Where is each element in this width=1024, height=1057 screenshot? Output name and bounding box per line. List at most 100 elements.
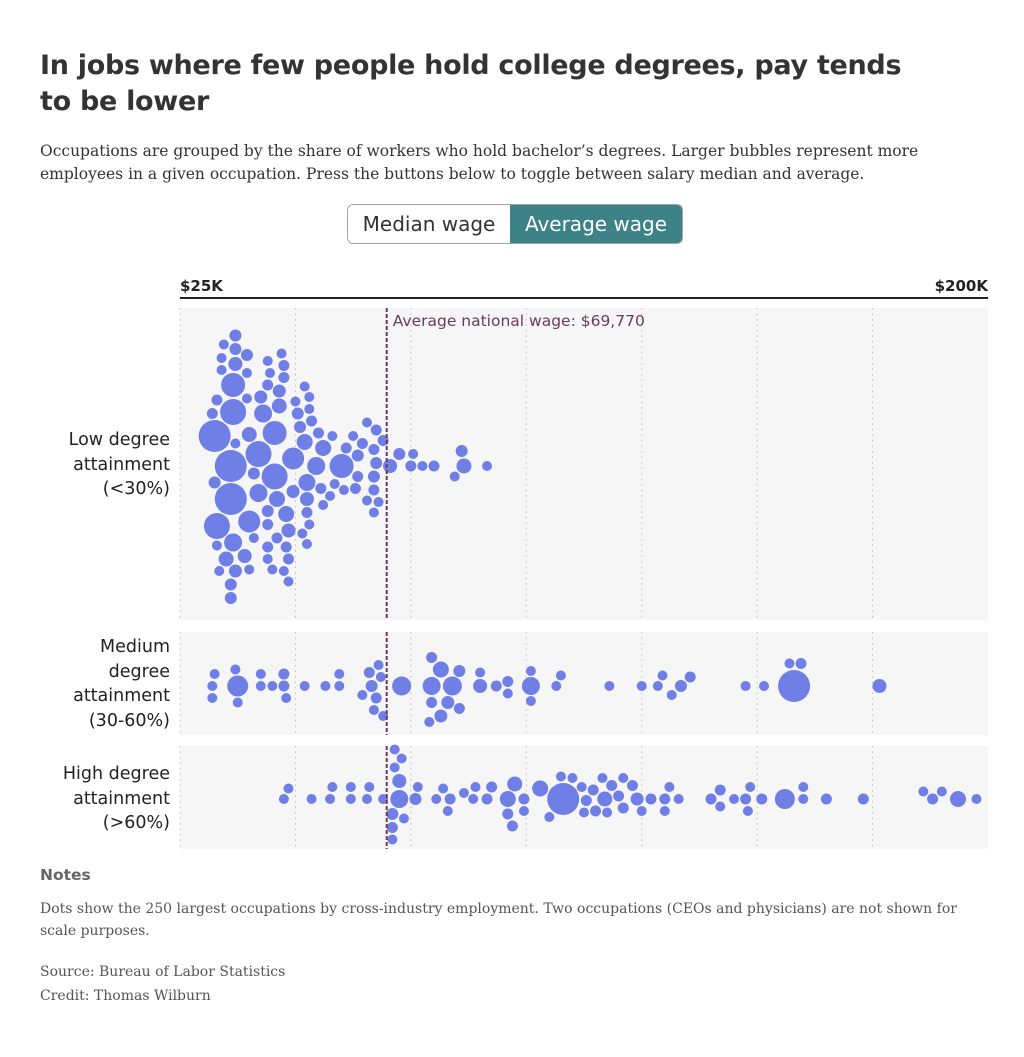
occupation-dot	[357, 690, 368, 700]
occupation-dot	[473, 679, 488, 693]
occupation-dot	[784, 658, 795, 669]
row-label-line: attainment	[73, 686, 170, 706]
occupation-dot	[363, 667, 375, 678]
notes-heading: Notes	[40, 866, 91, 884]
axis-min-label: $25K	[180, 277, 223, 295]
occupation-dot	[271, 532, 283, 544]
average-wage-button[interactable]: Average wage	[510, 205, 682, 243]
median-wage-button[interactable]: Median wage	[348, 205, 510, 243]
occupation-dot	[729, 794, 740, 804]
row-label-line: degree	[108, 661, 170, 682]
occupation-dot	[245, 441, 272, 467]
occupation-dot	[278, 566, 289, 576]
occupation-dot	[740, 681, 751, 691]
occupation-dot	[390, 790, 409, 808]
occupation-dot	[626, 780, 638, 791]
row-label-line: Low degree	[68, 430, 170, 450]
occupation-dot	[267, 564, 278, 575]
occupation-dot	[207, 693, 218, 703]
occupation-dot	[368, 507, 379, 518]
occupation-dot	[456, 458, 472, 474]
occupation-dot	[301, 539, 312, 549]
occupation-dot	[373, 660, 384, 670]
occupation-dot	[220, 399, 247, 425]
occupation-dot	[378, 794, 389, 804]
occupation-dot	[221, 373, 246, 397]
occupation-dot	[315, 483, 327, 494]
occupation-dot	[373, 497, 384, 507]
occupation-dot	[237, 549, 252, 563]
occupation-dot	[238, 510, 261, 533]
occupation-dot	[320, 681, 331, 691]
occupation-dot	[449, 471, 460, 482]
occupation-dot	[630, 792, 644, 806]
occupation-dot	[521, 677, 540, 695]
occupation-dot	[602, 807, 613, 818]
occupation-dot	[613, 790, 625, 802]
occupation-dot	[555, 670, 566, 681]
occupation-dot	[664, 782, 675, 792]
occupation-dot	[798, 782, 809, 792]
occupation-dot	[272, 384, 286, 398]
row-label-line: (<30%)	[102, 479, 170, 499]
occupation-dot	[432, 661, 449, 678]
occupation-dot	[340, 442, 352, 454]
row-label-medium: Medium degree attainment (30-60%)	[30, 635, 170, 733]
occupation-dot	[327, 782, 338, 792]
occupation-dot	[872, 679, 887, 693]
occupation-dot	[468, 794, 479, 804]
occupation-dot	[206, 408, 218, 419]
occupation-dot	[532, 780, 549, 797]
occupation-dot	[280, 541, 292, 553]
occupation-dot	[268, 491, 285, 507]
occupation-dot	[386, 822, 398, 833]
occupation-dot	[345, 782, 356, 792]
occupation-dot	[518, 806, 529, 816]
occupation-dot	[428, 460, 440, 472]
occupation-dot	[291, 407, 304, 420]
occupation-dot	[567, 773, 578, 783]
occupation-dot	[396, 753, 407, 764]
occupation-dot	[444, 793, 456, 805]
occupation-dot	[218, 551, 234, 567]
occupation-dot	[587, 784, 599, 796]
occupation-dot	[283, 553, 295, 565]
occupation-dot	[936, 786, 947, 797]
row-label-line: attainment	[73, 454, 170, 475]
occupation-dot	[224, 578, 237, 591]
occupation-dot	[241, 427, 257, 442]
occupation-dot	[306, 415, 318, 427]
occupation-dot	[597, 773, 608, 783]
occupation-dot	[278, 680, 290, 692]
occupation-dot	[604, 681, 615, 691]
occupation-dot	[327, 431, 338, 441]
occupation-dot	[778, 670, 811, 702]
occupation-dot	[453, 665, 466, 677]
occupation-dot	[334, 681, 345, 691]
occupation-dot	[756, 793, 768, 805]
occupation-dot	[255, 681, 266, 691]
occupation-dot	[325, 491, 336, 501]
occupation-dot	[857, 793, 869, 805]
axis-max-label: $200K	[934, 277, 988, 295]
beeswarm-chart: Average national wage: $69,770	[179, 308, 982, 849]
occupation-dot	[580, 795, 592, 806]
occupation-dot	[659, 793, 671, 805]
occupation-dot	[684, 671, 696, 683]
occupation-dot	[705, 793, 717, 805]
occupation-dot	[525, 666, 536, 676]
occupation-dot	[617, 802, 629, 814]
occupation-dot	[271, 398, 287, 414]
occupation-dot	[361, 794, 372, 804]
occupation-dot	[458, 788, 469, 798]
occupation-dot	[298, 474, 316, 491]
occupation-dot	[949, 791, 966, 807]
occupation-dot	[262, 554, 273, 564]
occupation-dot	[286, 485, 300, 498]
occupation-dot	[278, 360, 290, 371]
occupation-dot	[375, 672, 386, 682]
occupation-dot	[254, 390, 268, 404]
occupation-dot	[597, 791, 613, 807]
occupation-dot	[301, 507, 313, 518]
occupation-dot	[370, 424, 382, 436]
